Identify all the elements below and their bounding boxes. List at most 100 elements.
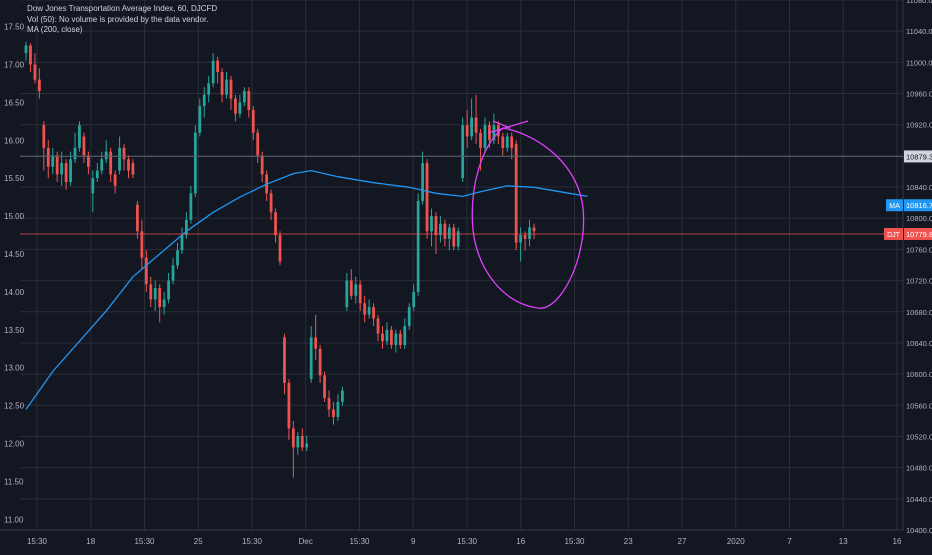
candle: [242, 87, 246, 107]
right-tick-label: 10480.0: [906, 464, 932, 473]
candle: [300, 428, 304, 452]
left-tick-label: 11.00: [4, 515, 24, 524]
candle: [100, 151, 104, 175]
left-tick-label: 12.00: [4, 440, 25, 449]
candle: [109, 147, 113, 182]
candle-body: [479, 132, 482, 148]
right-tick-label: 11080.0: [906, 0, 932, 5]
candle-body: [287, 382, 291, 429]
x-tick-label: 2020: [727, 537, 745, 546]
candle-body: [528, 227, 531, 239]
candle: [309, 326, 313, 383]
candle-body: [510, 136, 514, 148]
candle-body: [100, 159, 104, 171]
candle-body: [372, 307, 375, 319]
candle: [118, 136, 121, 175]
candle: [153, 280, 157, 311]
candle: [332, 401, 335, 425]
candle: [283, 333, 286, 395]
candle: [287, 379, 291, 440]
candle: [73, 132, 77, 164]
candle-body: [470, 117, 473, 137]
candle: [69, 151, 72, 186]
candle-body: [523, 235, 527, 239]
annotation-arrow: [487, 120, 529, 134]
candle-body: [505, 136, 509, 148]
candle: [238, 94, 242, 118]
vol-legend: Vol (50): No volume is provided by the d…: [27, 14, 209, 24]
ma-line: [25, 169, 588, 410]
candle: [514, 140, 518, 251]
candle-body: [118, 147, 121, 171]
candle-body: [251, 109, 255, 133]
candle-body: [242, 90, 246, 103]
candle: [104, 140, 108, 164]
candle: [327, 390, 331, 418]
candle: [60, 151, 64, 186]
candle: [167, 272, 170, 304]
grid-lines: [20, 0, 903, 531]
x-tick-label: 15:30: [134, 537, 155, 546]
x-tick-label: 15:30: [564, 537, 585, 546]
candle-body: [390, 329, 393, 345]
x-tick-label: 15:30: [457, 537, 478, 546]
candle-body: [519, 235, 523, 243]
candle-body: [345, 280, 349, 308]
left-tick-label: 14.50: [4, 250, 25, 259]
candle: [376, 314, 380, 342]
candle: [202, 87, 206, 118]
right-tick-label: 10400.0: [906, 526, 932, 535]
candle: [505, 132, 509, 152]
candle-body: [211, 60, 215, 84]
candle: [29, 43, 32, 73]
djt-tag-text: DJT: [887, 232, 901, 239]
candle: [336, 394, 340, 421]
candle: [113, 170, 117, 194]
candle-body: [398, 333, 402, 345]
x-tick-label: 15:30: [27, 537, 48, 546]
candle: [390, 326, 393, 349]
candle-body: [532, 227, 536, 232]
x-axis: 15:30 18 15:30 25 15:30 Dec 15:30 9 15:30 16 15:30…: [27, 537, 902, 546]
candle: [211, 53, 215, 88]
right-tick-label: 10640.0: [906, 339, 932, 348]
candle-body: [29, 45, 32, 65]
candle-body: [189, 193, 193, 220]
candle-body: [452, 227, 456, 247]
candle: [532, 223, 536, 239]
candle-body: [363, 303, 367, 315]
candle: [91, 170, 95, 213]
candle: [247, 87, 251, 118]
candle: [430, 208, 433, 247]
candle-body: [193, 132, 197, 194]
left-axis: 17.50 17.00 16.50 16.00 15.50 15.00 14.50 14.00…: [4, 23, 25, 525]
candle: [434, 212, 438, 255]
candle-body: [220, 72, 224, 95]
candle-body: [64, 163, 68, 182]
candle-body: [202, 94, 206, 107]
candle-body: [229, 79, 233, 99]
candle: [483, 117, 487, 152]
candle-body: [78, 125, 81, 148]
candle-body: [349, 280, 353, 296]
candle: [501, 132, 505, 156]
candle: [51, 147, 55, 175]
candle: [127, 155, 130, 179]
candle-body: [207, 83, 211, 95]
candle-body: [283, 337, 286, 383]
candle-body: [113, 174, 117, 186]
candle-body: [158, 288, 162, 308]
candle-body: [300, 435, 304, 448]
candle-body: [55, 155, 59, 175]
candle-body: [291, 428, 295, 448]
candle: [296, 432, 300, 455]
right-axis: 11080.011040.011000.010960.010920.010880…: [906, 0, 932, 535]
candle: [42, 121, 46, 171]
candle-body: [421, 163, 424, 201]
candle: [95, 163, 99, 182]
ma-value-label-box: [904, 199, 932, 212]
candle-body: [296, 435, 300, 448]
candle: [256, 128, 260, 164]
candle: [185, 212, 188, 239]
